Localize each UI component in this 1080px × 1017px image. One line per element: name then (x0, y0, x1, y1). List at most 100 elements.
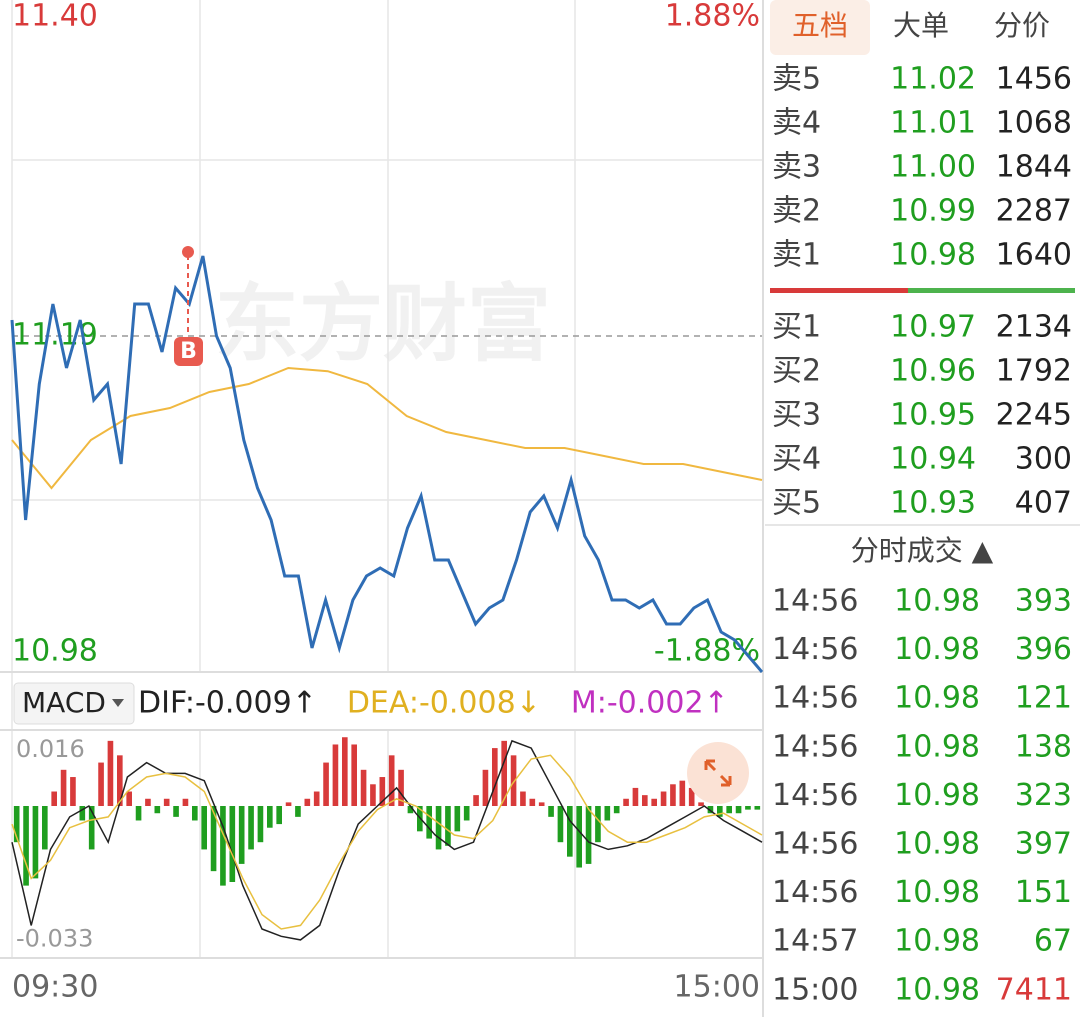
level-price: 10.99 (890, 194, 976, 229)
trade-volume: 323 (1015, 778, 1072, 813)
active-tab[interactable] (770, 0, 870, 55)
line (11, 754, 763, 930)
indicator-value: DEA:-0.008↓ (347, 686, 541, 721)
trade-price: 10.98 (894, 875, 980, 910)
trade-volume: 138 (1015, 729, 1072, 764)
level-volume: 300 (1015, 442, 1072, 477)
trade-price: 10.98 (894, 584, 980, 619)
y-tick-label: 10.98 (12, 634, 98, 669)
trade-time: 14:56 (772, 632, 858, 667)
trade-price: 10.98 (894, 632, 980, 667)
histogram-bar (613, 806, 620, 814)
trade-volume: 7411 (996, 972, 1072, 1007)
level-label: 卖5 (772, 62, 821, 97)
histogram-bar (313, 791, 320, 806)
trade-price: 10.98 (894, 924, 980, 959)
level-price: 11.01 (890, 106, 976, 141)
histogram-bar (492, 748, 498, 806)
histogram-bar (670, 784, 676, 806)
histogram-bar (445, 806, 451, 846)
expand-icon[interactable] (704, 759, 732, 787)
histogram-bar (145, 798, 151, 806)
trade-time: 14:56 (772, 729, 858, 764)
indicator-value: DIF:-0.009↑ (138, 686, 317, 721)
histogram-bar (529, 798, 536, 806)
trade-price: 10.98 (894, 729, 980, 764)
trade-volume: 151 (1015, 875, 1072, 910)
histogram-bar (220, 806, 226, 886)
macd-chart: DIF:-0.009↑ DEA:-0.008↓ M:-0.002↑ 0.016 -0.0… (11, 686, 763, 1005)
histogram-bar (285, 802, 292, 806)
histogram-bar (407, 806, 414, 814)
trade-time: 14:57 (772, 924, 858, 959)
histogram-bar (13, 806, 20, 843)
indicator-name[interactable]: MACD (22, 686, 106, 719)
trade-volume: 393 (1015, 584, 1072, 619)
level-price: 10.95 (890, 398, 976, 433)
trade-time: 14:56 (772, 875, 858, 910)
indicator-select[interactable] (13, 682, 135, 725)
level-price: 10.96 (890, 354, 976, 389)
y2-tick-label: 1.88% (665, 0, 760, 34)
histogram-bar (295, 806, 301, 817)
level-label: 卖1 (772, 238, 821, 273)
histogram-bar (473, 795, 479, 806)
level-price: 11.02 (890, 62, 976, 97)
histogram-bar (707, 806, 714, 814)
histogram-bar (538, 802, 545, 806)
tab[interactable]: 分价 (994, 9, 1050, 42)
line (11, 366, 763, 490)
dropdown-icon[interactable] (112, 699, 124, 707)
histogram-bar (688, 787, 695, 806)
histogram-bar (604, 806, 611, 821)
tab[interactable]: 五档 (792, 9, 848, 42)
histogram-bar (88, 806, 95, 850)
histogram-bar (623, 798, 629, 806)
histogram-bar (42, 806, 48, 850)
histogram-bar (32, 806, 39, 879)
trade-volume: 396 (1015, 632, 1072, 667)
histogram-bar (660, 791, 667, 806)
level-label: 卖2 (772, 194, 821, 229)
watermark: 东方财富 (215, 275, 551, 373)
level-price: 10.94 (890, 442, 976, 477)
trades-title[interactable]: 分时成交 ▲ (851, 534, 994, 567)
trade-time: 14:56 (772, 827, 858, 862)
level-label: 卖3 (772, 150, 821, 185)
level-price: 10.93 (890, 486, 976, 521)
histogram-bar (567, 806, 573, 857)
histogram-bar (585, 806, 592, 864)
histogram-bar (267, 806, 273, 828)
histogram-bar (210, 806, 217, 872)
histogram-bar (398, 769, 404, 806)
x-tick-label: 09:30 (12, 970, 98, 1005)
histogram-bar (229, 806, 236, 882)
level-volume: 1640 (996, 238, 1072, 273)
histogram-bar (482, 769, 489, 806)
histogram-bar (726, 806, 732, 814)
histogram-bar (126, 791, 132, 806)
level-volume: 2287 (996, 194, 1072, 229)
level-volume: 1792 (996, 354, 1072, 389)
expand-button[interactable] (687, 742, 749, 804)
histogram-bar (182, 798, 189, 806)
histogram-bar (679, 780, 686, 806)
level-volume: 1456 (996, 62, 1072, 97)
histogram-bar (342, 737, 348, 806)
histogram-bar (173, 806, 179, 817)
histogram-bar (135, 806, 142, 821)
level-volume: 2134 (996, 310, 1072, 345)
tab[interactable]: 大单 (893, 9, 949, 42)
indicator-value: M:-0.002↑ (571, 686, 729, 721)
level-label: 买4 (772, 442, 821, 477)
histogram-bar (557, 806, 564, 843)
histogram-bar (435, 806, 442, 850)
histogram-bar (238, 806, 245, 864)
histogram-bar (70, 777, 76, 806)
trade-price: 10.98 (894, 972, 980, 1007)
bid-ratio (908, 288, 1075, 293)
y-tick-label: -0.033 (16, 924, 93, 952)
trade-volume: 67 (1034, 924, 1072, 959)
trade-time: 15:00 (772, 972, 858, 1007)
